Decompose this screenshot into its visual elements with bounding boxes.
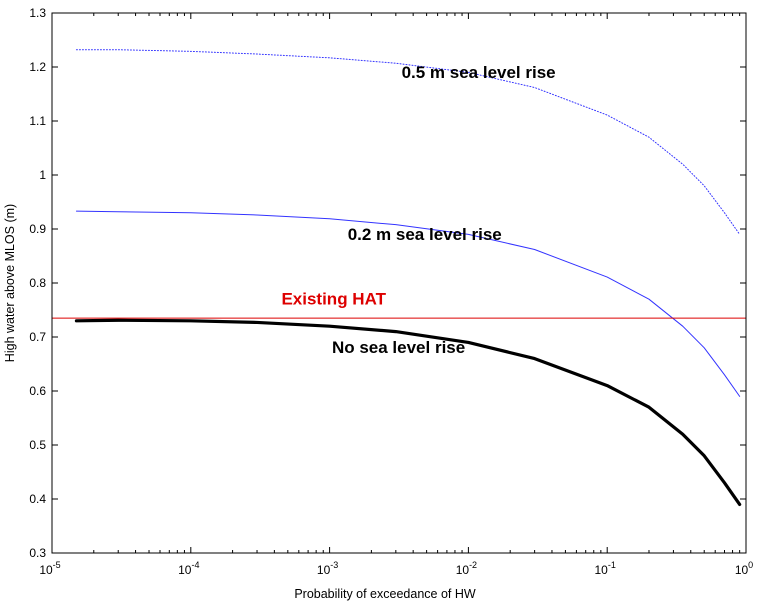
y-tick-label: 0.8	[29, 276, 46, 290]
annotation-3: No sea level rise	[332, 338, 465, 357]
x-tick-label: 10-3	[317, 560, 338, 577]
x-tick-label: 100	[735, 560, 753, 577]
y-tick-label: 0.6	[29, 384, 46, 398]
series-line-1	[75, 210, 741, 397]
y-axis-label: High water above MLOS (m)	[3, 204, 17, 362]
y-tick-label: 1.3	[29, 6, 46, 20]
axis-labels: Probability of exceedance of HW High wat…	[3, 204, 476, 601]
x-axis-label: Probability of exceedance of HW	[294, 587, 476, 601]
x-tick-label: 10-2	[456, 560, 477, 577]
y-tick-label: 1.2	[29, 60, 46, 74]
y-tick-label: 0.9	[29, 222, 46, 236]
x-tick-label: 10-4	[178, 560, 199, 577]
plot-background	[52, 13, 746, 553]
y-tick-label: 0.5	[29, 438, 46, 452]
series-line-2	[75, 49, 741, 235]
y-tick-label: 1.1	[29, 114, 46, 128]
y-tick-label: 0.4	[29, 492, 46, 506]
x-tick-label: 10-1	[595, 560, 616, 577]
axes: 10-5 10-4 10-3 10-2 10-1 100 0.3 0.4 0.5 0.6 0.7 0.…	[29, 6, 753, 577]
x-tick-label: 10-5	[39, 560, 60, 577]
y-tick-label: 0.7	[29, 330, 46, 344]
y-tick-label: 1	[39, 168, 46, 182]
annotation-2: Existing HAT	[281, 290, 386, 309]
annotation-0: 0.5 m sea level rise	[402, 63, 556, 82]
series-line-0	[74, 318, 742, 506]
plot-area: 0.5 m sea level rise 0.2 m sea level rise…	[52, 13, 746, 553]
y-tick-label: 0.3	[29, 546, 46, 560]
annotation-1: 0.2 m sea level rise	[348, 225, 502, 244]
